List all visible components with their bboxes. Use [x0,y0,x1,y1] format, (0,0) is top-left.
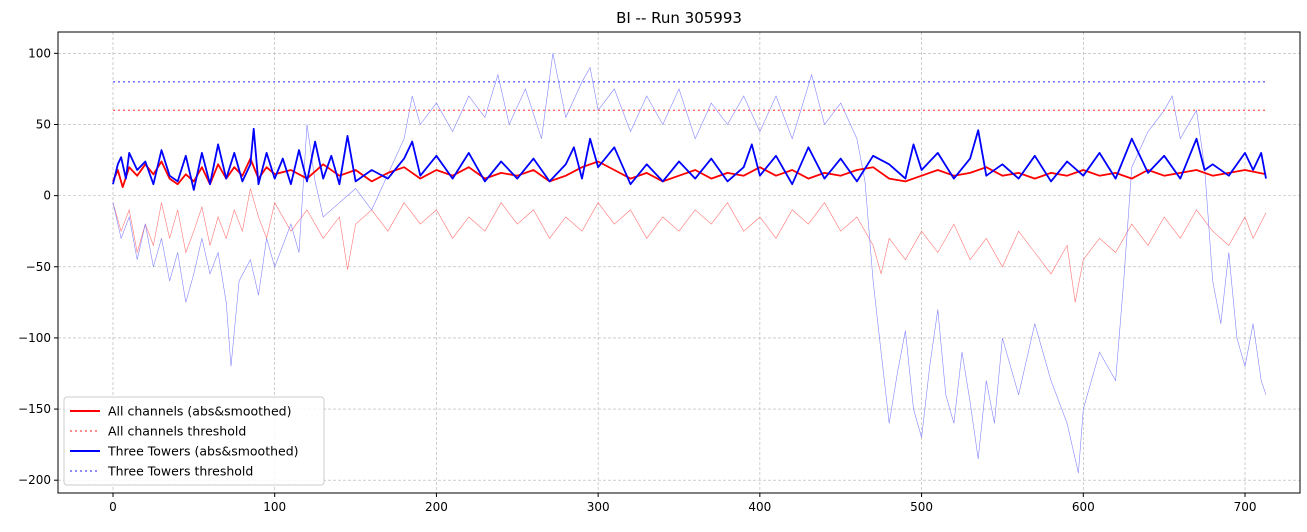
legend-box [63,396,325,486]
legend-items: All channels (abs&smoothed) All channels … [70,404,299,479]
plot-frame [57,31,1301,494]
series-line [112,127,1267,191]
legend: All channels (abs&smoothed) All channels … [63,396,325,486]
legend-label: All channels threshold [108,424,246,439]
y-tick-label: 0 [43,189,51,203]
legend-label: Three Towers (abs&smoothed) [107,444,299,459]
series-line [112,157,1267,188]
y-tick-label: 50 [36,117,51,131]
x-tick-label: 600 [1072,500,1095,514]
chart-title: BI -- Run 305993 [616,9,742,27]
x-tick-label: 400 [748,500,771,514]
axis-ticks: 0 100 200 300 400 500 600 700 −200 −150 −100 −50 0 50… [18,46,1256,514]
y-tick-label: −100 [18,331,51,345]
grid-lines [58,32,1300,493]
legend-label: All channels (abs&smoothed) [108,404,291,419]
raw-signal-lines [112,53,1267,474]
x-tick-label: 300 [587,500,610,514]
x-tick-label: 200 [425,500,448,514]
raw-signal-line [112,53,1267,474]
legend-label: Three Towers threshold [107,464,253,479]
x-tick-label: 100 [263,500,286,514]
x-tick-label: 700 [1234,500,1257,514]
x-tick-label: 500 [910,500,933,514]
y-tick-label: 100 [28,46,51,60]
y-tick-label: −200 [18,473,51,487]
series-lines [112,81,1267,191]
y-tick-label: −150 [18,402,51,416]
raw-signal-line [112,188,1267,303]
y-tick-label: −50 [26,260,51,274]
x-tick-label: 0 [109,500,117,514]
